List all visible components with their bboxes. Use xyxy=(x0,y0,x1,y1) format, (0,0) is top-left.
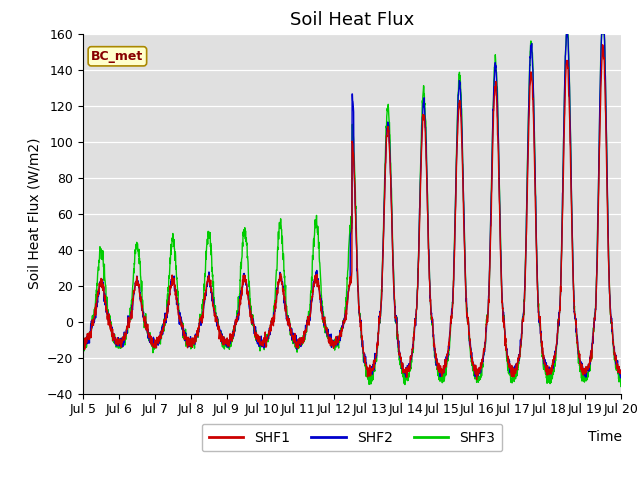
SHF1 xyxy=(617,368,625,373)
SHF1 xyxy=(473,377,481,383)
SHF2 xyxy=(229,328,237,334)
SHF3 xyxy=(617,384,625,389)
SHF2 xyxy=(617,375,625,381)
SHF2 xyxy=(584,361,592,367)
SHF3 xyxy=(367,371,375,377)
SHF3 xyxy=(379,248,387,253)
SHF3 xyxy=(79,346,87,352)
SHF1 xyxy=(367,367,375,373)
SHF3 xyxy=(508,380,516,386)
Line: SHF2: SHF2 xyxy=(83,34,621,378)
SHF3 xyxy=(229,336,237,342)
SHF2 xyxy=(570,286,577,292)
SHF2 xyxy=(508,368,516,374)
SHF2 xyxy=(79,344,87,349)
Line: SHF3: SHF3 xyxy=(83,34,621,386)
SHF2 xyxy=(367,364,375,370)
SHF1 xyxy=(229,331,237,336)
SHF3 xyxy=(584,366,592,372)
Text: BC_met: BC_met xyxy=(92,50,143,63)
SHF2 xyxy=(617,370,625,375)
SHF1 xyxy=(570,283,577,289)
SHF1 xyxy=(584,361,592,367)
SHF1 xyxy=(379,252,387,258)
SHF2 xyxy=(379,249,387,254)
Line: SHF1: SHF1 xyxy=(83,45,621,380)
Y-axis label: Soil Heat Flux (W/m2): Soil Heat Flux (W/m2) xyxy=(28,138,42,289)
SHF3 xyxy=(570,283,577,289)
X-axis label: Time: Time xyxy=(588,430,621,444)
SHF1 xyxy=(599,42,607,48)
SHF1 xyxy=(79,343,87,349)
Title: Soil Heat Flux: Soil Heat Flux xyxy=(290,11,414,29)
Legend: SHF1, SHF2, SHF3: SHF1, SHF2, SHF3 xyxy=(202,423,502,452)
SHF2 xyxy=(563,31,570,36)
SHF1 xyxy=(508,374,516,380)
SHF3 xyxy=(563,31,570,36)
